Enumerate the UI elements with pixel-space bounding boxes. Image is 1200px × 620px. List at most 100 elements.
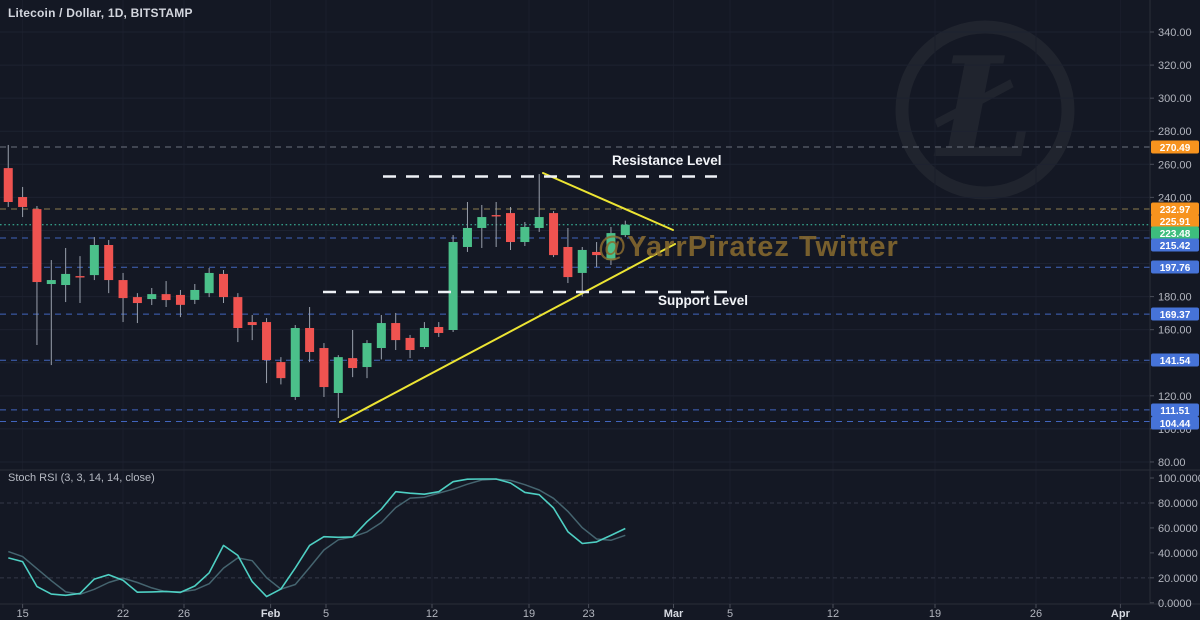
- candle-body: [434, 327, 444, 333]
- ascending-trendline[interactable]: [339, 243, 676, 423]
- candle-body: [549, 213, 559, 256]
- candle-body: [247, 322, 257, 326]
- price-badge-label: 169.37: [1160, 310, 1191, 321]
- stoch-k-line: [8, 478, 626, 598]
- support-level-label[interactable]: Support Level: [658, 293, 749, 308]
- time-tick-label: 22: [117, 608, 129, 620]
- price-badge: 197.76: [1151, 260, 1199, 274]
- stoch-rsi-plot: [8, 478, 626, 598]
- time-tick-label: 23: [582, 608, 594, 620]
- candle-body: [563, 246, 573, 278]
- price-badge-bg: [1151, 416, 1199, 430]
- time-tick-label: 19: [929, 608, 941, 620]
- candle-body: [348, 358, 358, 369]
- price-tick-label: 300.00: [1158, 93, 1192, 105]
- price-badge: 104.44: [1151, 416, 1199, 430]
- price-badge: 223.48: [1151, 226, 1199, 240]
- resistance-level-label[interactable]: Resistance Level: [612, 153, 722, 168]
- price-badge: 225.91: [1151, 214, 1199, 228]
- price-tick-label: 240.00: [1158, 192, 1192, 204]
- stoch-tick-label: 80.0000: [1158, 498, 1198, 510]
- candle-body: [620, 224, 630, 236]
- price-badge: 169.37: [1151, 307, 1199, 321]
- price-badge-bg: [1151, 214, 1199, 228]
- symbol-title[interactable]: Litecoin / Dollar, 1D, BITSTAMP: [8, 6, 193, 20]
- candle-body: [477, 217, 487, 228]
- price-badge-bg: [1151, 260, 1199, 274]
- time-tick-label: 5: [727, 608, 733, 620]
- candle-body: [391, 323, 401, 341]
- stoch-tick-label: 60.0000: [1158, 523, 1198, 535]
- candle-body: [319, 348, 329, 388]
- price-tick-label: 180.00: [1158, 292, 1192, 304]
- price-badge-bg: [1151, 353, 1199, 367]
- stoch-tick-label: 40.0000: [1158, 548, 1198, 560]
- price-badge-label: 270.49: [1160, 143, 1191, 154]
- candle-body: [290, 328, 300, 397]
- price-badge: 270.49: [1151, 140, 1199, 154]
- indicator-title[interactable]: Stoch RSI (3, 3, 14, 14, close): [8, 472, 155, 484]
- price-badge-bg: [1151, 238, 1199, 252]
- candle-body: [520, 226, 530, 243]
- time-tick-label: 12: [827, 608, 839, 620]
- time-axis[interactable]: 15 22 26 Feb 5 12 19 23 Mar 5 12 19 26 Apr: [16, 604, 1131, 620]
- candle-body: [405, 337, 415, 351]
- candle-body: [362, 343, 372, 368]
- stoch-d-line: [8, 478, 626, 596]
- candle-body: [75, 276, 85, 278]
- price-badge-label: 225.91: [1160, 217, 1191, 228]
- price-badge-label: 141.54: [1160, 356, 1191, 367]
- candle-body: [233, 297, 243, 329]
- price-tick-label: 80.00: [1158, 457, 1186, 469]
- price-badge-label: 223.48: [1160, 229, 1191, 240]
- price-tick-label: 260.00: [1158, 159, 1192, 171]
- time-tick-label: 26: [178, 608, 190, 620]
- candle-body: [204, 272, 214, 294]
- candle-body: [175, 294, 185, 305]
- stoch-tick-label: 0.0000: [1158, 598, 1192, 610]
- time-tick-label: 12: [426, 608, 438, 620]
- candle-body: [448, 242, 458, 330]
- price-badge-label: 104.44: [1160, 419, 1191, 430]
- price-badge: 111.51: [1151, 403, 1199, 417]
- candle-body: [592, 251, 602, 256]
- candle-body: [333, 357, 343, 394]
- time-tick-label: Mar: [664, 608, 684, 620]
- candle-body: [132, 297, 142, 304]
- candle-body: [219, 273, 228, 298]
- candle-body: [276, 362, 286, 379]
- candlesticks: [3, 144, 630, 418]
- price-tick-label: 320.00: [1158, 60, 1192, 72]
- price-tick-label: 340.00: [1158, 27, 1192, 39]
- price-badge-label: 215.42: [1160, 241, 1191, 252]
- candle-body: [161, 294, 171, 301]
- price-badge-bg: [1151, 202, 1199, 216]
- price-tick-label: 160.00: [1158, 325, 1192, 337]
- time-tick-label: Feb: [261, 608, 281, 620]
- candle-body: [491, 215, 501, 217]
- candle-body: [46, 280, 56, 285]
- candle-body: [577, 249, 587, 273]
- candle-body: [118, 280, 128, 299]
- candle-body: [3, 168, 13, 203]
- price-badge: 232.97: [1151, 202, 1199, 216]
- price-badge-bg: [1151, 140, 1199, 154]
- litecoin-logo-ring: [895, 20, 1075, 200]
- price-badge-bg: [1151, 226, 1199, 240]
- main-chart-pane[interactable]: [0, 0, 1150, 604]
- stoch-tick-label: 20.0000: [1158, 573, 1198, 585]
- litecoin-logo-glyph: Ł: [933, 26, 1034, 189]
- time-tick-label: 19: [523, 608, 535, 620]
- candle-body: [262, 322, 272, 361]
- time-tick-label: 26: [1030, 608, 1042, 620]
- descending-trendline[interactable]: [542, 172, 674, 231]
- price-badge-bg: [1151, 403, 1199, 417]
- trendlines: [323, 172, 728, 423]
- candle-body: [506, 213, 515, 243]
- price-axis[interactable]: 340.00 320.00 300.00 280.00 260.00 240.00 180.…: [1150, 27, 1200, 610]
- price-badge: 141.54: [1151, 353, 1199, 367]
- horizontal-gridlines: [0, 31, 1150, 579]
